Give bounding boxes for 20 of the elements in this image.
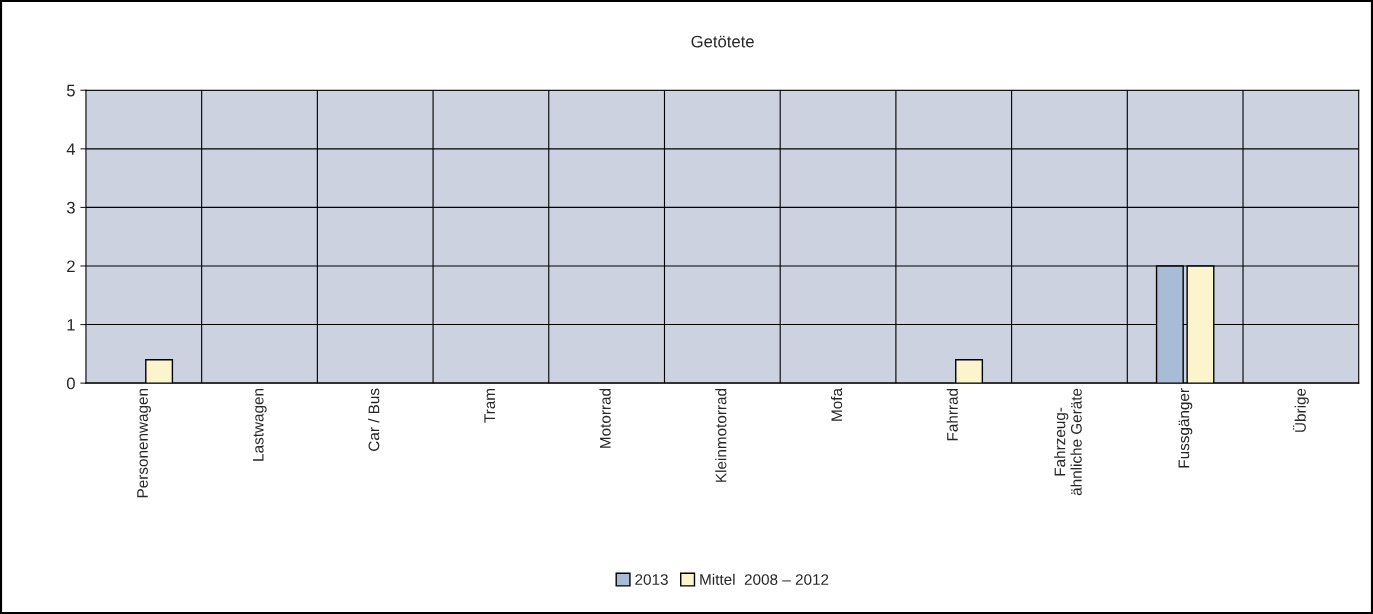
y-tick-label: 5 xyxy=(66,84,75,97)
x-tick-label: Mofa xyxy=(830,388,843,421)
x-tick-label: Kleinmotorrad xyxy=(715,388,727,482)
x-tick-label: Personenwagen xyxy=(137,388,151,498)
x-tick-label: Übrige xyxy=(1292,388,1309,432)
legend-label: 2013 xyxy=(635,574,668,585)
x-tick-label: Fussgänger xyxy=(1178,388,1193,468)
x-tick-label: Lastwagen xyxy=(252,388,267,461)
y-tick-label: 1 xyxy=(67,319,75,331)
y-tick-label: 4 xyxy=(66,143,76,155)
y-tick-label: 0 xyxy=(66,377,75,390)
y-tick-label: 2 xyxy=(67,260,75,273)
x-tick-label: Fahrrad xyxy=(946,388,958,441)
x-tick-label: Tram xyxy=(484,389,496,423)
x-tick-label: Motorrad xyxy=(599,388,611,448)
y-tick-label: 3 xyxy=(66,201,75,214)
x-tick-label: Fahrzeug- ähnliche Geräte xyxy=(1054,388,1082,496)
x-tick-label: Car / Bus xyxy=(368,388,380,451)
legend-label: Mittel 2008 – 2012 xyxy=(700,573,829,585)
chart-title: Getötete xyxy=(691,35,754,48)
